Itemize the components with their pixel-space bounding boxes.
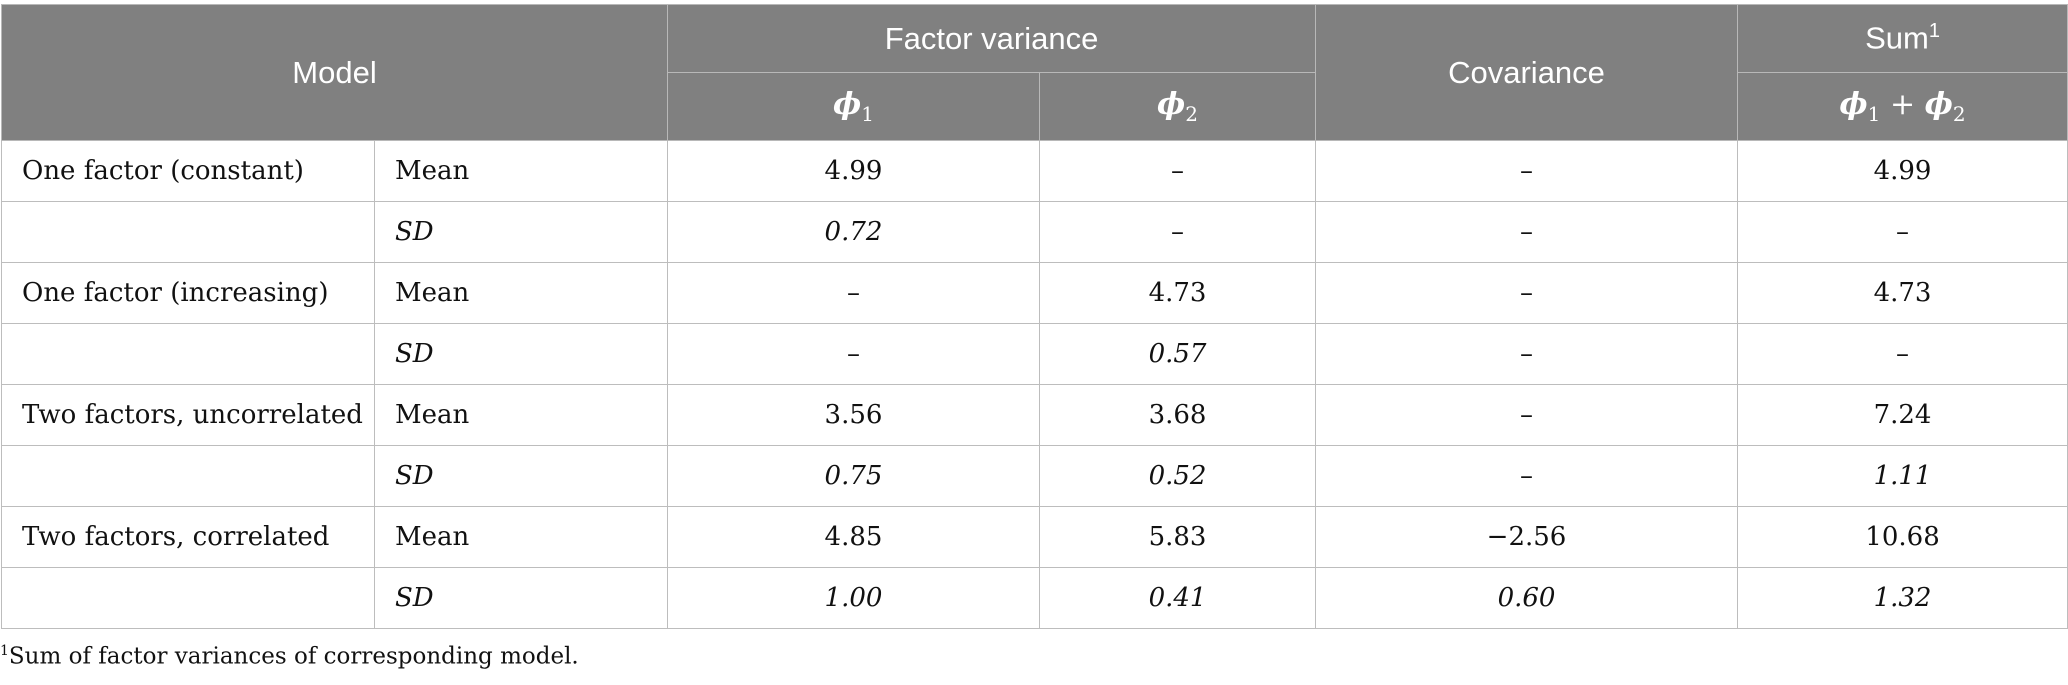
header-row-2: ϕ1 ϕ2 ϕ1 + ϕ2 [2,72,2068,141]
cell-phi1: – [667,323,1040,385]
cell-stat: Mean [374,262,668,324]
cell-sum: 1.11 [1737,445,2068,507]
cell-phi1: 4.99 [667,140,1040,202]
cell-phi1: 4.85 [667,506,1040,568]
cell-stat: SD [374,201,668,263]
cell-phi2: 0.41 [1038,567,1317,629]
table-row: Two factors, correlated Mean 4.85 5.83 −… [1,506,2068,568]
phi-symbol: ϕ [1924,87,1953,122]
cell-covariance: – [1315,201,1739,263]
table-row: SD 1.00 0.41 0.60 1.32 [1,567,2068,629]
cell-sum: 1.32 [1737,567,2068,629]
cell-covariance: 0.60 [1315,567,1739,629]
cell-sum: – [1737,201,2068,263]
cell-covariance: – [1315,323,1739,385]
header-phi-sum: ϕ1 + ϕ2 [1737,72,2068,141]
cell-stat: Mean [374,140,668,202]
header-covariance: Covariance [1315,4,1739,141]
cell-phi2: – [1038,201,1317,263]
cell-covariance: – [1315,262,1739,324]
cell-model: One factor (constant) [1,140,375,202]
phi-symbol: ϕ [833,87,862,122]
cell-model: Two factors, uncorrelated [1,384,375,446]
cell-phi1: 3.56 [667,384,1040,446]
header-model: Model [1,4,668,141]
cell-covariance: – [1315,140,1739,202]
cell-covariance: – [1315,384,1739,446]
phi1-subscript: 1 [1867,102,1881,126]
cell-sum: 4.99 [1737,140,2068,202]
cell-sum: 4.73 [1737,262,2068,324]
header-factor-variance: Factor variance [666,4,1317,73]
cell-stat: Mean [374,384,668,446]
header-sum: Sum1 [1737,4,2068,73]
cell-stat: SD [374,567,668,629]
cell-sum: 10.68 [1737,506,2068,568]
table-row: SD 0.72 – – – [1,201,2068,263]
header-row-1: Model Factor variance Covariance Sum1 [1,4,2068,141]
cell-phi2: – [1038,140,1317,202]
table-row: Two factors, uncorrelated Mean 3.56 3.68… [1,384,2068,446]
cell-stat: Mean [374,506,668,568]
header-phi2: ϕ2 [1038,72,1317,141]
cell-phi1: 0.72 [667,201,1040,263]
header-sum-label: Sum [1865,20,1929,56]
cell-model [1,567,375,629]
cell-phi2: 0.52 [1038,445,1317,507]
cell-covariance: – [1315,445,1739,507]
footnote-mark: 1 [0,643,9,659]
cell-sum: – [1737,323,2068,385]
cell-phi1: 0.75 [667,445,1040,507]
cell-phi1: 1.00 [667,567,1040,629]
cell-stat: SD [374,445,668,507]
cell-stat: SD [374,323,668,385]
cell-model: Two factors, correlated [1,506,375,568]
cell-phi2: 3.68 [1038,384,1317,446]
table-row: One factor (constant) Mean 4.99 – – 4.99 [1,140,2068,202]
table-container: Model Factor variance Covariance Sum1 ϕ1… [0,4,2068,629]
table-footnote: 1Sum of factor variances of correspondin… [0,643,579,670]
phi-symbol: ϕ [1157,87,1186,122]
table-row: SD 0.75 0.52 – 1.11 [1,445,2068,507]
footnote-text: Sum of factor variances of corresponding… [8,643,579,670]
cell-model: One factor (increasing) [1,262,375,324]
cell-model [1,445,375,507]
cell-phi2: 4.73 [1038,262,1317,324]
header-sum-note-mark: 1 [1928,20,1940,43]
cell-covariance: −2.56 [1315,506,1739,568]
phi2-subscript: 2 [1185,102,1198,126]
table-row: One factor (increasing) Mean – 4.73 – 4.… [1,262,2068,324]
phi1-subscript: 1 [861,102,874,126]
header-phi1: ϕ1 [667,72,1040,141]
cell-phi2: 5.83 [1038,506,1317,568]
cell-sum: 7.24 [1737,384,2068,446]
cell-phi1: – [667,262,1040,324]
plus-sign: + [1880,87,1925,122]
table-row: SD – 0.57 – – [1,323,2068,385]
cell-phi2: 0.57 [1038,323,1317,385]
cell-model [1,323,375,385]
results-table: Model Factor variance Covariance Sum1 ϕ1… [1,4,2068,629]
phi-symbol: ϕ [1839,87,1868,122]
phi2-subscript: 2 [1952,102,1966,126]
cell-model [1,201,375,263]
